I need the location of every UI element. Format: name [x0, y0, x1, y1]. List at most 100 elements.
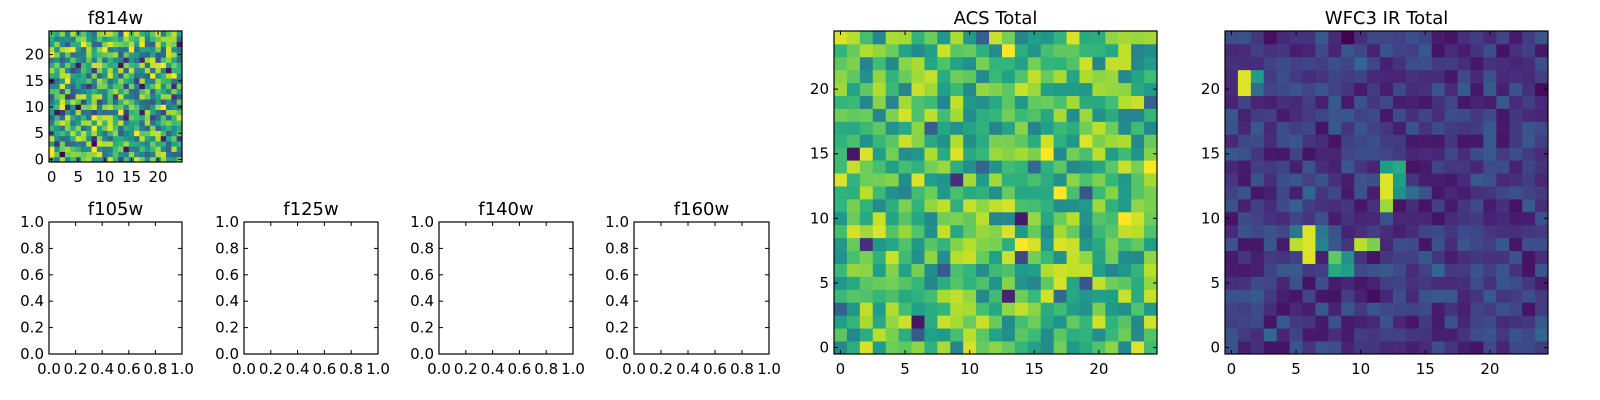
heatmap-cell	[911, 315, 925, 329]
heatmap-cell	[59, 156, 66, 163]
heatmap-cell	[1276, 173, 1290, 187]
heatmap-cell	[75, 57, 82, 63]
heatmap-cell	[1105, 289, 1119, 303]
heatmap-cell	[54, 72, 61, 79]
heatmap-cell	[128, 130, 135, 137]
heatmap-cell	[872, 69, 887, 84]
heatmap-cell	[107, 146, 114, 152]
heatmap-cell	[898, 82, 912, 96]
heatmap-cell	[59, 46, 66, 53]
heatmap-cell	[1027, 43, 1042, 58]
heatmap-cell	[1328, 69, 1342, 84]
heatmap-cell	[1367, 108, 1381, 122]
y-tick-label: 10	[810, 209, 829, 227]
heatmap-cell	[54, 31, 61, 37]
heatmap-cell	[1354, 56, 1368, 71]
heatmap-cell	[112, 46, 119, 53]
heatmap-cell	[1431, 186, 1446, 200]
heatmap-cell	[1079, 341, 1093, 355]
heatmap-cell	[1470, 134, 1484, 148]
heatmap-cell	[59, 130, 66, 137]
heatmap-cell	[128, 146, 135, 152]
heatmap-cell	[102, 151, 108, 158]
y-tick-label: 0.8	[605, 239, 629, 257]
y-tick-label: 0.4	[605, 292, 629, 310]
y-tick-label: 1.0	[20, 213, 44, 231]
heatmap-cell	[834, 237, 848, 252]
heatmap-cell	[91, 51, 98, 58]
heatmap-cell	[1354, 43, 1368, 58]
heatmap-cell	[1457, 224, 1471, 239]
heatmap-cell	[1066, 147, 1080, 161]
heatmap-cell	[1066, 250, 1080, 264]
heatmap-cell	[96, 109, 103, 116]
heatmap-cell	[1079, 82, 1093, 96]
heatmap-cell	[1328, 160, 1342, 174]
heatmap-cell	[872, 186, 887, 200]
heatmap-cell	[80, 62, 87, 69]
heatmap-cell	[102, 99, 108, 105]
heatmap-cell	[1144, 289, 1158, 303]
heatmap-cell	[1522, 276, 1536, 290]
heatmap-cell	[1027, 224, 1042, 239]
heatmap-cell	[139, 88, 146, 95]
heatmap-cell	[80, 156, 87, 163]
x-tick-label: 0.8	[534, 360, 558, 378]
heatmap-cell	[950, 341, 964, 355]
heatmap-cell	[176, 83, 183, 90]
heatmap-cell	[1315, 211, 1329, 226]
heatmap-cell	[872, 237, 887, 252]
heatmap-cell	[49, 36, 55, 42]
heatmap-cell	[1496, 302, 1510, 316]
heatmap-cell	[872, 302, 887, 316]
heatmap-cell	[1470, 263, 1484, 277]
heatmap-cell	[1496, 95, 1510, 109]
heatmap-cell	[1444, 121, 1458, 135]
y-ticks: 0.00.20.40.60.81.0	[605, 213, 769, 363]
heatmap-cell	[834, 211, 848, 226]
heatmap-cell	[96, 135, 103, 142]
heatmap-cell	[1027, 95, 1042, 109]
heatmap-cell	[1302, 31, 1316, 45]
heatmap-cell	[963, 160, 977, 174]
x-tick-label: 0.0	[427, 360, 451, 378]
heatmap-cell	[1040, 95, 1055, 109]
heatmap-cell	[1105, 43, 1119, 58]
heatmap-cell	[1367, 95, 1381, 109]
heatmap-cell	[134, 114, 140, 121]
heatmap-cell	[924, 302, 938, 316]
heatmap-cell	[1431, 134, 1446, 148]
heatmap-cell	[1367, 276, 1381, 290]
heatmap-cell	[963, 328, 977, 342]
axes-frame	[48, 30, 183, 163]
heatmap-cell	[846, 160, 861, 174]
heatmap-cell	[1289, 43, 1303, 58]
heatmap-cell	[989, 82, 1003, 96]
heatmap-cell	[1092, 328, 1106, 342]
heatmap-cell	[118, 146, 124, 152]
heatmap-cell	[1105, 121, 1119, 135]
heatmap-cell	[1328, 341, 1342, 355]
heatmap-cell	[1092, 108, 1106, 122]
heatmap-cell	[1079, 121, 1093, 135]
heatmap-cell	[834, 82, 848, 96]
heatmap-cell	[911, 43, 925, 58]
heatmap-cell	[834, 95, 848, 109]
heatmap-cell	[1444, 263, 1458, 277]
heatmap-cell	[112, 130, 119, 137]
heatmap-cell	[91, 78, 98, 84]
heatmap-cell	[1053, 160, 1067, 174]
heatmap-cell	[1131, 82, 1145, 96]
heatmap-cell	[102, 41, 108, 48]
heatmap-cell	[176, 88, 183, 95]
heatmap-cell	[1457, 31, 1471, 45]
heatmap-cell	[937, 31, 951, 45]
heatmap-cell	[96, 46, 103, 53]
heatmap-cell	[1380, 186, 1394, 200]
heatmap-cell	[1431, 250, 1446, 264]
heatmap-cell	[91, 72, 98, 79]
heatmap-cell	[139, 114, 146, 121]
x-tick-label: 0.6	[703, 360, 727, 378]
heatmap-cell	[144, 31, 151, 37]
heatmap-cell	[1276, 211, 1290, 226]
